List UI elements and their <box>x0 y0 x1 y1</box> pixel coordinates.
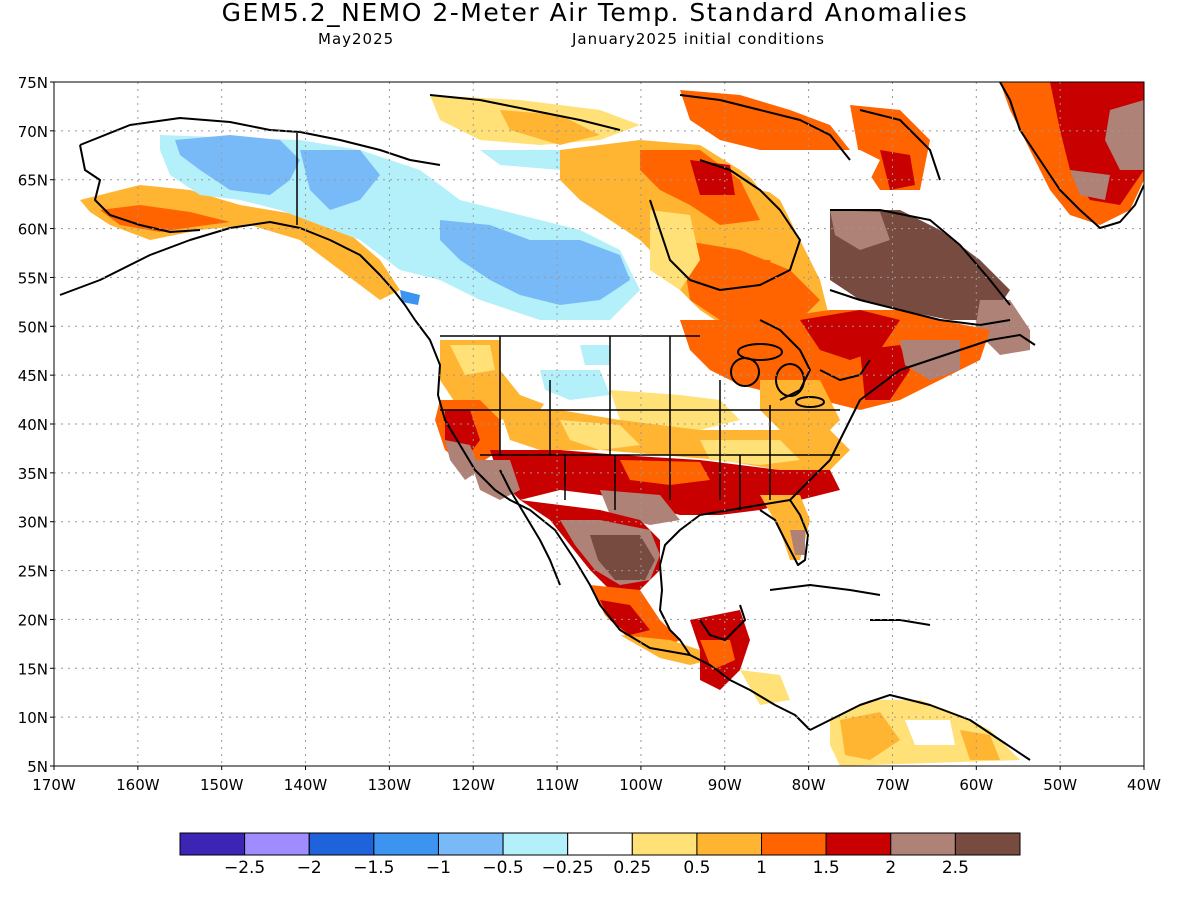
colorbar-swatch <box>567 832 633 856</box>
anomaly-region-western-canada <box>440 220 630 305</box>
lat-axis: 75N 70N 65N 60N 55N 50N 45N 40N 35N 30N 25N 20N 15N 1… <box>18 74 54 776</box>
lon-tick-label: 60W <box>959 776 993 794</box>
colorbar-swatch <box>954 832 1021 856</box>
colorbar-swatch <box>179 832 246 856</box>
map-plot-area <box>54 82 1144 766</box>
gridlines <box>54 82 1144 766</box>
lat-tick-label: 60N <box>18 221 48 239</box>
lat-tick-label: 35N <box>18 465 48 483</box>
colorbar-swatch <box>631 832 698 856</box>
lat-tick-label: 55N <box>18 269 48 287</box>
anomaly-region-alaska-south-warm <box>100 205 230 232</box>
colorbar-swatch <box>825 832 892 856</box>
anomaly-region-northeast-us <box>800 310 900 360</box>
anomaly-region-western-canada <box>300 150 380 210</box>
lakes <box>730 343 825 408</box>
colorbar-label: 2 <box>885 858 896 878</box>
colorbar-swatch <box>308 832 375 856</box>
colorbar-label: 1 <box>756 858 767 878</box>
lon-tick-label: 100W <box>619 776 663 794</box>
lat-tick-label: 40N <box>18 416 48 434</box>
lon-tick-label: 160W <box>116 776 160 794</box>
colorbar-label: −2.5 <box>224 858 265 878</box>
colorbar-label: −1 <box>426 858 451 878</box>
lat-tick-label: 10N <box>18 709 48 727</box>
lat-tick-label: 25N <box>18 563 48 581</box>
colorbar-label: −1.5 <box>353 858 394 878</box>
colorbar-label: −2 <box>297 858 322 878</box>
lat-tick-label: 65N <box>18 172 48 190</box>
anomaly-region-western-canada <box>400 290 420 305</box>
valid-month-label: May2025 <box>318 30 395 48</box>
colorbar-swatch <box>502 832 569 856</box>
colorbar-label: 0.5 <box>683 858 710 878</box>
lon-tick-label: 170W <box>32 776 76 794</box>
colorbar-swatch <box>373 832 439 856</box>
lon-tick-label: 120W <box>451 776 495 794</box>
colorbar-label: −0.5 <box>482 858 523 878</box>
colorbar-swatch <box>696 832 763 856</box>
colorbar-label: 0.25 <box>613 858 651 878</box>
lon-tick-label: 70W <box>876 776 910 794</box>
colorbar-label: 1.5 <box>813 858 840 878</box>
lon-tick-label: 110W <box>535 776 579 794</box>
colorbar-swatch <box>244 832 310 856</box>
lat-tick-label: 30N <box>18 514 48 532</box>
lon-tick-label: 90W <box>708 776 742 794</box>
anomaly-region-southwest-us <box>520 450 565 495</box>
colorbar-swatch <box>437 832 504 856</box>
lon-axis: 170W 160W 150W 140W 130W 120W 110W 100W 90W 80W 70… <box>32 766 1161 794</box>
lon-tick-label: 130W <box>368 776 412 794</box>
lon-tick-label: 140W <box>284 776 328 794</box>
map-title: GEM5.2_NEMO 2-Meter Air Temp. Standard A… <box>221 0 969 27</box>
init-conditions-label: January2025 initial conditions <box>572 30 825 48</box>
lat-tick-label: 20N <box>18 611 48 629</box>
lat-tick-label: 75N <box>18 74 48 92</box>
lat-tick-label: 15N <box>18 660 48 678</box>
colorbar-swatch <box>890 832 956 856</box>
colorbar-label: −0.25 <box>542 858 594 878</box>
colorbar-label: 2.5 <box>942 858 969 878</box>
anomaly-region-alaska-north-slope <box>175 135 300 195</box>
lon-tick-label: 40W <box>1127 776 1161 794</box>
colorbar: −2.5 −2 −1.5 −1 −0.5 −0.25 0.25 0.5 1 1.5 2 2.5 <box>179 832 1021 878</box>
lat-tick-label: 45N <box>18 367 48 385</box>
lat-tick-label: 70N <box>18 123 48 141</box>
lon-tick-label: 80W <box>792 776 826 794</box>
lat-tick-label: 5N <box>27 758 48 776</box>
lon-tick-label: 150W <box>200 776 244 794</box>
lon-tick-label: 50W <box>1043 776 1077 794</box>
lat-tick-label: 50N <box>18 318 48 336</box>
colorbar-swatch <box>761 832 827 856</box>
